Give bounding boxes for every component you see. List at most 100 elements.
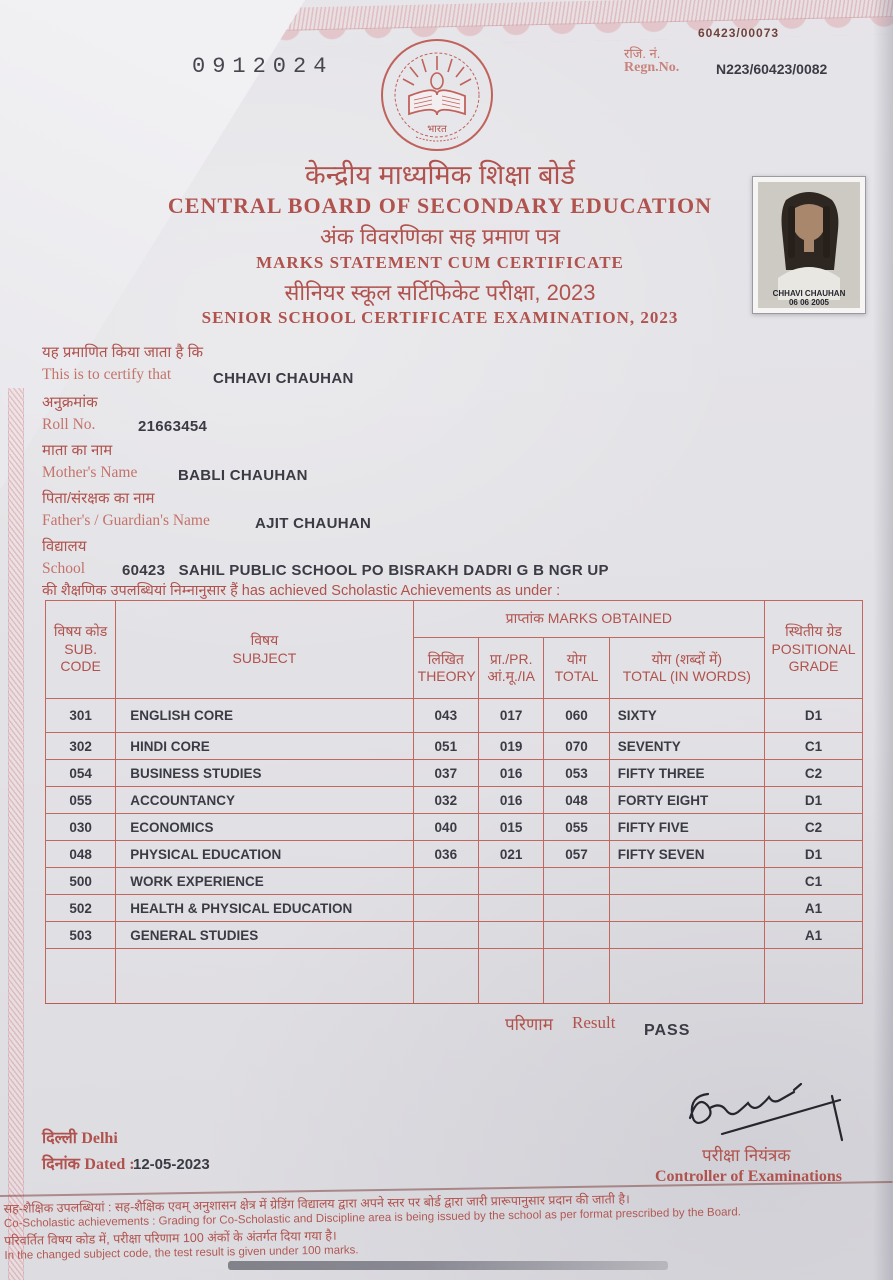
controller-label-hindi: परीक्षा नियंत्रक bbox=[702, 1146, 791, 1165]
school-label-english: School bbox=[42, 560, 86, 577]
father-name-value: AJIT CHAUHAN bbox=[255, 515, 372, 532]
table-row: 302 HINDI CORE 051 019 070 SEVENTY C1 bbox=[44, 732, 864, 760]
doc-title-hindi: अंक विवरणिका सह प्रमाण पत्र bbox=[320, 224, 560, 250]
col-header-subject: विषय SUBJECT bbox=[115, 600, 414, 699]
roll-label-hindi: अनुक्रमांक bbox=[42, 394, 98, 411]
roll-number-value: 21663454 bbox=[138, 418, 208, 435]
table-row: 048 PHYSICAL EDUCATION 036 021 057 FIFTY… bbox=[44, 840, 864, 868]
table-row: 054 BUSINESS STUDIES 037 016 053 FIFTY T… bbox=[44, 759, 864, 787]
cell-sub-code: 048 bbox=[44, 840, 117, 868]
certificate-header: केन्द्रीय माध्यमिक शिक्षा बोर्ड CENTRAL … bbox=[0, 160, 880, 328]
cell-total-words bbox=[608, 894, 765, 922]
cell-total-words: FIFTY THREE bbox=[608, 759, 765, 787]
cell-sub-code: 055 bbox=[44, 786, 117, 814]
mother-name-value: BABLI CHAUHAN bbox=[178, 467, 308, 484]
result-value: PASS bbox=[644, 1022, 691, 1039]
cell-total-words: FORTY EIGHT bbox=[608, 786, 765, 814]
cell-pr-ia bbox=[477, 867, 545, 895]
cell-total: 053 bbox=[543, 759, 610, 787]
photo-caption: CHHAVI CHAUHAN 06 06 2005 bbox=[772, 288, 846, 307]
marks-table: विषय कोड SUB. CODE विषय SUBJECT प्राप्ता… bbox=[44, 600, 864, 1004]
dated-value: 12-05-2023 bbox=[133, 1156, 210, 1173]
cell-theory bbox=[412, 921, 480, 949]
col-header-marks-obtained: प्राप्तांक MARKS OBTAINED bbox=[412, 600, 765, 638]
cell-theory: 040 bbox=[412, 813, 480, 841]
cell-pr-ia: 016 bbox=[477, 786, 545, 814]
achievements-line: की शैक्षणिक उपलब्धियां निम्नानुसार हैं h… bbox=[42, 583, 561, 599]
cell-subject: ACCOUNTANCY bbox=[115, 786, 414, 814]
table-row: 301 ENGLISH CORE 043 017 060 SIXTY D1 bbox=[44, 698, 864, 733]
cell-grade: D1 bbox=[763, 840, 864, 868]
cell-total bbox=[543, 921, 610, 949]
cell-pr-ia: 015 bbox=[477, 813, 545, 841]
exam-title-hindi: सीनियर स्कूल सर्टिफिकेट परीक्षा, 2023 bbox=[284, 280, 596, 306]
cell-grade: A1 bbox=[763, 894, 864, 922]
school-label-hindi: विद्यालय bbox=[42, 538, 87, 555]
cell-total-words: FIFTY SEVEN bbox=[608, 840, 765, 868]
cell-subject: HINDI CORE bbox=[115, 732, 414, 760]
col-header-total: योग TOTAL bbox=[543, 637, 610, 699]
col-header-theory: लिखित THEORY bbox=[412, 637, 480, 699]
cell-grade: A1 bbox=[763, 921, 864, 949]
cell-total: 055 bbox=[543, 813, 610, 841]
table-row: 030 ECONOMICS 040 015 055 FIFTY FIVE C2 bbox=[44, 813, 864, 841]
cell-grade: D1 bbox=[763, 786, 864, 814]
col-header-sub-code: विषय कोड SUB. CODE bbox=[44, 600, 117, 699]
cell-subject: WORK EXPERIENCE bbox=[115, 867, 414, 895]
certify-label-hindi: यह प्रमाणित किया जाता है कि bbox=[42, 344, 203, 361]
cell-theory bbox=[412, 894, 480, 922]
table-row: 503 GENERAL STUDIES A1 bbox=[44, 921, 864, 949]
cell-grade: C2 bbox=[763, 813, 864, 841]
controller-signature bbox=[682, 1082, 862, 1149]
col-header-positional-grade: स्थितीय ग्रेड POSITIONAL GRADE bbox=[763, 600, 864, 699]
cell-subject: ENGLISH CORE bbox=[115, 698, 414, 733]
cell-pr-ia: 019 bbox=[477, 732, 545, 760]
cell-total: 070 bbox=[543, 732, 610, 760]
cell-total: 057 bbox=[543, 840, 610, 868]
certificate-serial-number: 0912024 bbox=[192, 54, 334, 79]
regn-label-hindi: रजि. नं. bbox=[624, 46, 661, 61]
mother-label-english: Mother's Name bbox=[42, 464, 138, 481]
cell-total-words: SEVENTY bbox=[608, 732, 765, 760]
cell-pr-ia: 021 bbox=[477, 840, 545, 868]
cell-total bbox=[543, 867, 610, 895]
cell-total-words bbox=[608, 867, 765, 895]
cell-theory: 036 bbox=[412, 840, 480, 868]
left-decorative-border bbox=[8, 388, 24, 1280]
exam-title-english: SENIOR SCHOOL CERTIFICATE EXAMINATION, 2… bbox=[201, 308, 679, 328]
table-row: 055 ACCOUNTANCY 032 016 048 FORTY EIGHT … bbox=[44, 786, 864, 814]
regn-label-english: Regn.No. bbox=[624, 60, 680, 75]
father-label-hindi: पिता/संरक्षक का नाम bbox=[42, 490, 155, 507]
cell-total-words: SIXTY bbox=[608, 698, 765, 733]
regn-number-value: N223/60423/0082 bbox=[716, 61, 828, 77]
doc-title-english: MARKS STATEMENT CUM CERTIFICATE bbox=[256, 252, 624, 272]
cell-subject: GENERAL STUDIES bbox=[115, 921, 414, 949]
cell-grade: C1 bbox=[763, 867, 864, 895]
controller-label-english: Controller of Examinations bbox=[655, 1168, 842, 1185]
cell-theory bbox=[412, 867, 480, 895]
cell-subject: BUSINESS STUDIES bbox=[115, 759, 414, 787]
cbse-logo-icon: भारत bbox=[378, 36, 496, 159]
cell-pr-ia: 017 bbox=[477, 698, 545, 733]
table-filler-row bbox=[44, 948, 864, 1004]
footnotes: सह-शैक्षिक उपलब्धियां : सह-शैक्षिक एवम् … bbox=[0, 1180, 893, 1265]
cell-total: 060 bbox=[543, 698, 610, 733]
roll-label-english: Roll No. bbox=[42, 416, 96, 433]
cell-theory: 032 bbox=[412, 786, 480, 814]
student-photo: CHHAVI CHAUHAN 06 06 2005 bbox=[752, 176, 866, 314]
cell-theory: 051 bbox=[412, 732, 480, 760]
mother-label-hindi: माता का नाम bbox=[42, 442, 113, 459]
father-label-english: Father's / Guardian's Name bbox=[42, 512, 210, 529]
result-label-english: Result bbox=[572, 1013, 616, 1032]
table-row: 502 HEALTH & PHYSICAL EDUCATION A1 bbox=[44, 894, 864, 922]
school-name-value: 60423 SAHIL PUBLIC SCHOOL PO BISRAKH DAD… bbox=[122, 562, 609, 579]
cell-grade: C1 bbox=[763, 732, 864, 760]
dated-label: दिनांक Dated : bbox=[42, 1156, 135, 1173]
cell-pr-ia: 016 bbox=[477, 759, 545, 787]
student-name-value: CHHAVI CHAUHAN bbox=[213, 370, 354, 387]
certify-label-english: This is to certify that bbox=[42, 366, 172, 383]
cell-total-words: FIFTY FIVE bbox=[608, 813, 765, 841]
place-line: दिल्ली Delhi bbox=[42, 1130, 118, 1147]
cell-grade: C2 bbox=[763, 759, 864, 787]
scan-shadow bbox=[873, 0, 893, 1280]
